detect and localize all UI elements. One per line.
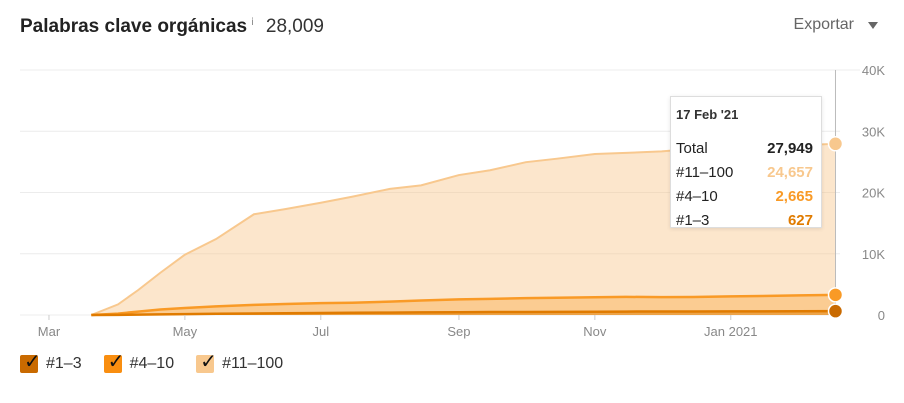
y-tick-label: 10K bbox=[862, 247, 885, 262]
line-1-3 bbox=[91, 309, 836, 317]
checkbox-11-100[interactable]: ✓ bbox=[196, 351, 217, 373]
tooltip-value: 2,665 bbox=[775, 187, 813, 205]
area-11-100 bbox=[91, 143, 836, 315]
export-button[interactable]: Exportar bbox=[794, 16, 878, 34]
page-title: Palabras clave orgánicas bbox=[20, 16, 248, 37]
checkbox-1-3[interactable]: ✓ bbox=[20, 351, 41, 373]
x-axis-ticks: Mar May Jul Sep Nov Jan 2021 bbox=[38, 315, 758, 339]
line-4-10 bbox=[91, 293, 836, 317]
tooltip-label: Total bbox=[676, 139, 708, 157]
tooltip-row-1-3: #1–3 627 bbox=[676, 208, 813, 232]
y-tick-label: 30K bbox=[862, 124, 885, 139]
x-tick-label: May bbox=[173, 324, 198, 339]
legend-item-1-3[interactable]: ✓ #1–3 bbox=[20, 351, 82, 373]
tooltip-label: #11–100 bbox=[676, 163, 734, 181]
organic-keywords-chart[interactable]: Mar May Jul Sep Nov Jan 2021 0 10K 20K 30K 40K bbox=[0, 0, 904, 350]
info-icon[interactable]: ⅰ bbox=[251, 16, 254, 28]
tooltip-value: 24,657 bbox=[767, 163, 813, 181]
chevron-down-icon bbox=[868, 21, 878, 29]
tooltip-value: 27,949 bbox=[767, 139, 813, 157]
chart-tooltip: 17 Feb '21 Total 27,949 #11–100 24,657 #… bbox=[670, 96, 822, 229]
checkmark-icon: ✓ bbox=[200, 349, 217, 373]
y-tick-label: 40K bbox=[862, 63, 885, 78]
y-tick-label: 0 bbox=[878, 308, 885, 323]
x-tick-label: Mar bbox=[38, 324, 61, 339]
tooltip-label: #1–3 bbox=[676, 211, 710, 229]
chart-header: Palabras clave orgánicas ⅰ 28,009 bbox=[20, 12, 324, 42]
total-keywords-count: 28,009 bbox=[265, 16, 324, 37]
x-tick-label: Jul bbox=[312, 324, 329, 339]
dot-11-100 bbox=[827, 136, 844, 152]
dot-4-10 bbox=[827, 287, 844, 303]
legend-item-11-100[interactable]: ✓ #11–100 bbox=[196, 351, 284, 373]
tooltip-row-4-10: #4–10 2,665 bbox=[676, 184, 813, 208]
y-tick-label: 20K bbox=[862, 186, 885, 201]
legend-label: #4–10 bbox=[129, 355, 175, 372]
tooltip-date: 17 Feb '21 bbox=[676, 107, 739, 122]
chart-legend: ✓ #1–3 ✓ #4–10 ✓ #11–100 bbox=[20, 351, 305, 373]
area-4-10 bbox=[91, 294, 836, 315]
tooltip-dots bbox=[827, 136, 844, 319]
tooltip-value: 627 bbox=[787, 211, 813, 229]
dot-1-3 bbox=[827, 303, 844, 319]
x-tick-label: Jan 2021 bbox=[704, 324, 758, 339]
x-tick-label: Nov bbox=[583, 324, 607, 339]
tooltip-label: #4–10 bbox=[676, 187, 718, 205]
checkmark-icon: ✓ bbox=[24, 349, 41, 373]
checkmark-icon: ✓ bbox=[107, 349, 125, 373]
legend-label: #1–3 bbox=[46, 355, 82, 372]
legend-label: #11–100 bbox=[222, 355, 284, 372]
export-label: Exportar bbox=[793, 16, 854, 33]
y-axis-ticks: 0 10K 20K 30K 40K bbox=[862, 63, 885, 323]
checkbox-4-10[interactable]: ✓ bbox=[103, 351, 124, 373]
tooltip-row-11-100: #11–100 24,657 bbox=[676, 160, 813, 184]
tooltip-row-total: Total 27,949 bbox=[676, 136, 813, 160]
x-tick-label: Sep bbox=[447, 324, 470, 339]
legend-item-4-10[interactable]: ✓ #4–10 bbox=[103, 351, 175, 373]
